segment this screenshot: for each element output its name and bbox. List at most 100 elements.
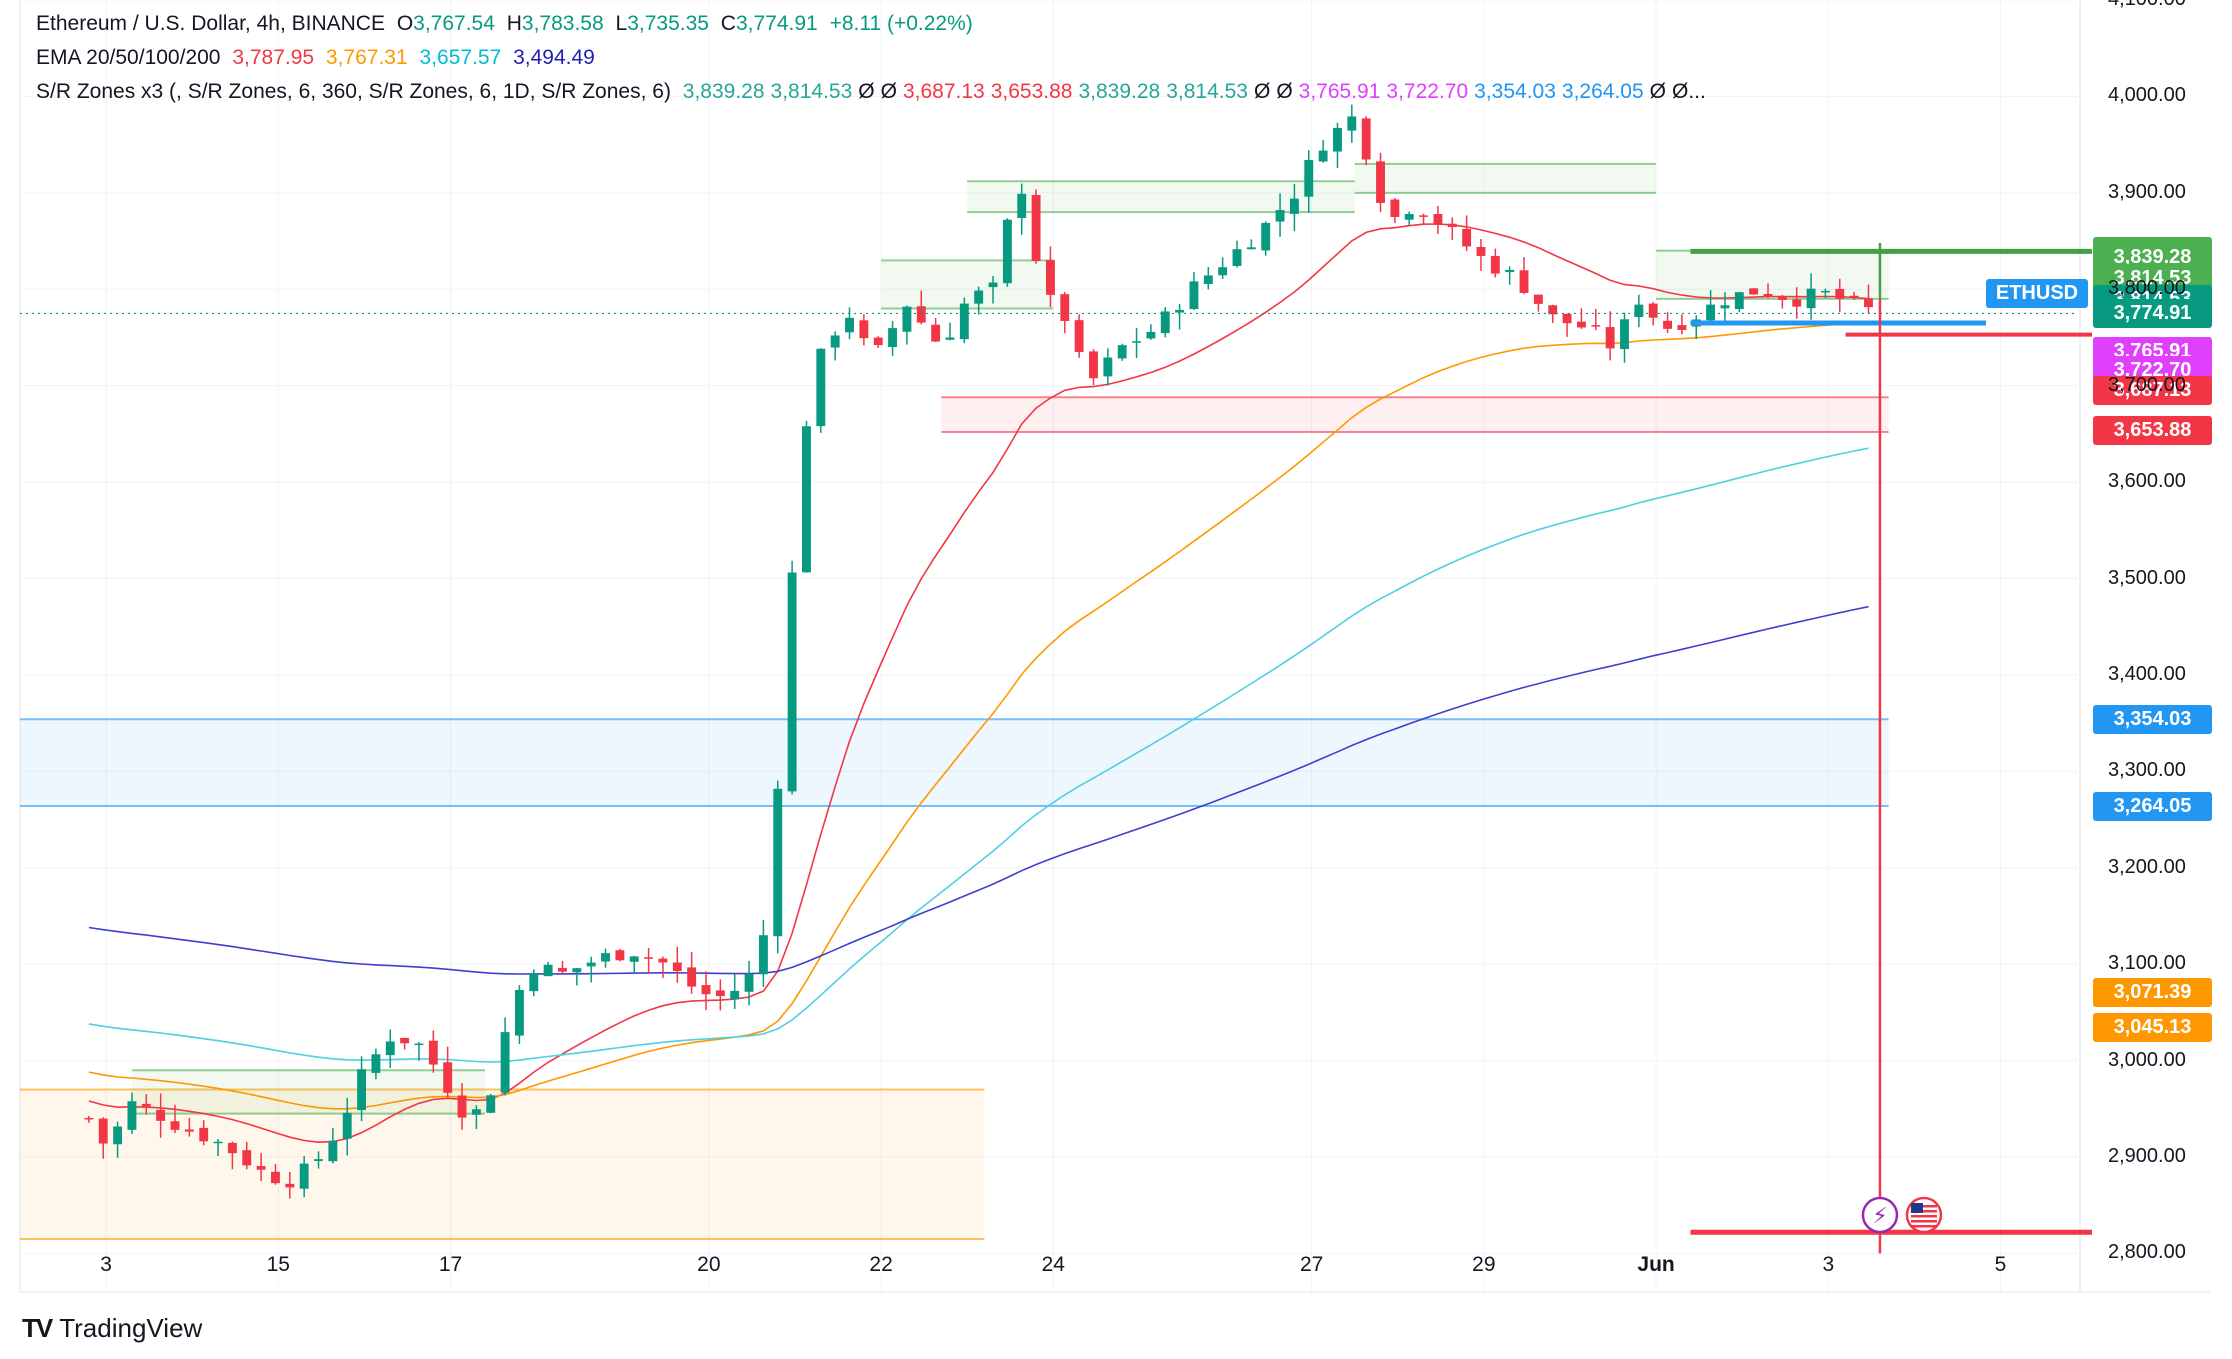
candle-down: [1476, 247, 1486, 256]
close-label: C: [720, 12, 736, 35]
candle-up: [371, 1054, 381, 1073]
price-tag: 3,071.39: [2093, 978, 2212, 1008]
candle-down: [84, 1117, 94, 1120]
sr-zone: [1354, 163, 1657, 193]
price-tag: 3,774.91: [2093, 299, 2212, 329]
legend-ohlc: Ethereum / U.S. Dollar, 4h, BINANCE O3,7…: [36, 12, 979, 36]
candle-up: [787, 572, 797, 792]
sr-value: Ø: [858, 80, 875, 103]
candle-up: [1806, 288, 1816, 309]
high-value: 3,783.58: [521, 12, 604, 35]
sr-zone: [131, 1070, 485, 1114]
candle-down: [1031, 194, 1041, 261]
candle-up: [113, 1126, 123, 1145]
time-tick-label: 29: [1472, 1253, 1496, 1276]
candle-down: [644, 957, 654, 959]
candle-down: [1591, 325, 1601, 327]
candle-down: [457, 1095, 467, 1118]
candle-up: [486, 1095, 496, 1113]
candle-up: [586, 962, 596, 967]
ema100-line: [88, 447, 1869, 1063]
candle-up: [1333, 127, 1342, 152]
candle-up: [1203, 275, 1213, 285]
candle-up: [1347, 116, 1357, 131]
candle-down: [672, 962, 682, 972]
candle-down: [1864, 298, 1873, 308]
candle-up: [1261, 222, 1271, 251]
candle-up: [1275, 210, 1285, 222]
candle-down: [443, 1062, 453, 1093]
flag-stripe: [1910, 1220, 1937, 1223]
candle-up: [1505, 269, 1515, 273]
candle-down: [1663, 320, 1672, 329]
low-label: L: [615, 12, 628, 35]
candle-down: [227, 1142, 237, 1154]
candle-down: [184, 1129, 194, 1132]
candle-up: [601, 953, 610, 962]
candle-up: [959, 303, 969, 340]
candle-up: [572, 968, 582, 973]
candle-down: [1361, 118, 1371, 160]
candle-down: [1605, 327, 1615, 349]
ema100-value: 3,657.57: [419, 46, 502, 69]
lightning-glyph: ⚡: [1872, 1204, 1887, 1229]
price-tag: 3,687.13: [2093, 375, 2212, 405]
candle-down: [271, 1171, 280, 1184]
flag-stripe: [1910, 1215, 1937, 1218]
candle-up: [1232, 249, 1242, 266]
candle-up: [845, 317, 854, 333]
sr-zone: [941, 397, 1889, 432]
ema20-line: [88, 223, 1869, 1144]
ema200-value: 3,494.49: [513, 46, 595, 69]
sr-value: 3,814.53: [770, 80, 853, 103]
candle-down: [1419, 215, 1429, 217]
price-tick-label: 3,700.00: [2108, 373, 2186, 396]
time-tick-label: Jun: [1637, 1253, 1675, 1276]
candle-down: [1749, 288, 1759, 295]
candle-up: [1706, 304, 1716, 321]
candle-down: [1648, 303, 1658, 318]
candle-down: [285, 1183, 295, 1188]
candle-up: [744, 973, 754, 992]
sr-value: Ø: [880, 80, 897, 103]
candle-down: [156, 1109, 166, 1121]
candle-down: [1849, 295, 1859, 298]
legend-ema: EMA 20/50/100/200 3,787.95 3,767.31 3,65…: [36, 46, 601, 70]
candle-up: [1017, 193, 1027, 218]
price-tick-label: 3,800.00: [2108, 277, 2186, 300]
candle-up: [945, 337, 955, 340]
candle-down: [199, 1127, 209, 1142]
candle-up: [385, 1041, 395, 1056]
open-value: 3,767.54: [413, 12, 495, 35]
candle-down: [1045, 260, 1055, 295]
candle-up: [1146, 331, 1156, 339]
price-tick-label: 3,200.00: [2108, 855, 2186, 878]
brand-text: TradingView: [59, 1313, 203, 1343]
candle-up: [471, 1109, 481, 1115]
price-tick-label: 2,900.00: [2108, 1145, 2186, 1167]
flag-canton: [1910, 1203, 1923, 1213]
ema200-line: [88, 605, 1869, 975]
candle-up: [1103, 357, 1113, 377]
candle-up: [802, 426, 811, 573]
candle-up: [1404, 214, 1414, 220]
candle-up: [1820, 290, 1830, 293]
price-tick-label: 3,900.00: [2108, 180, 2186, 203]
change-value: +8.11 (+0.22%): [829, 12, 973, 35]
candle-down: [1677, 325, 1687, 331]
ema50-value: 3,767.31: [325, 46, 408, 69]
candle-up: [299, 1163, 309, 1189]
candle-up: [500, 1032, 510, 1093]
flag-stripe: [1910, 1210, 1937, 1213]
candle-up: [1218, 267, 1228, 276]
candle-down: [1548, 305, 1558, 315]
candle-up: [974, 290, 984, 304]
candle-down: [873, 337, 883, 346]
lightning-icon: [1861, 1196, 1899, 1234]
price-tick-label: 3,000.00: [2108, 1048, 2186, 1071]
price-tick-label: 2,800.00: [2108, 1241, 2186, 1264]
ema50-line: [88, 322, 1869, 1110]
candle-up: [529, 973, 539, 992]
ema20-value: 3,787.95: [232, 46, 315, 69]
